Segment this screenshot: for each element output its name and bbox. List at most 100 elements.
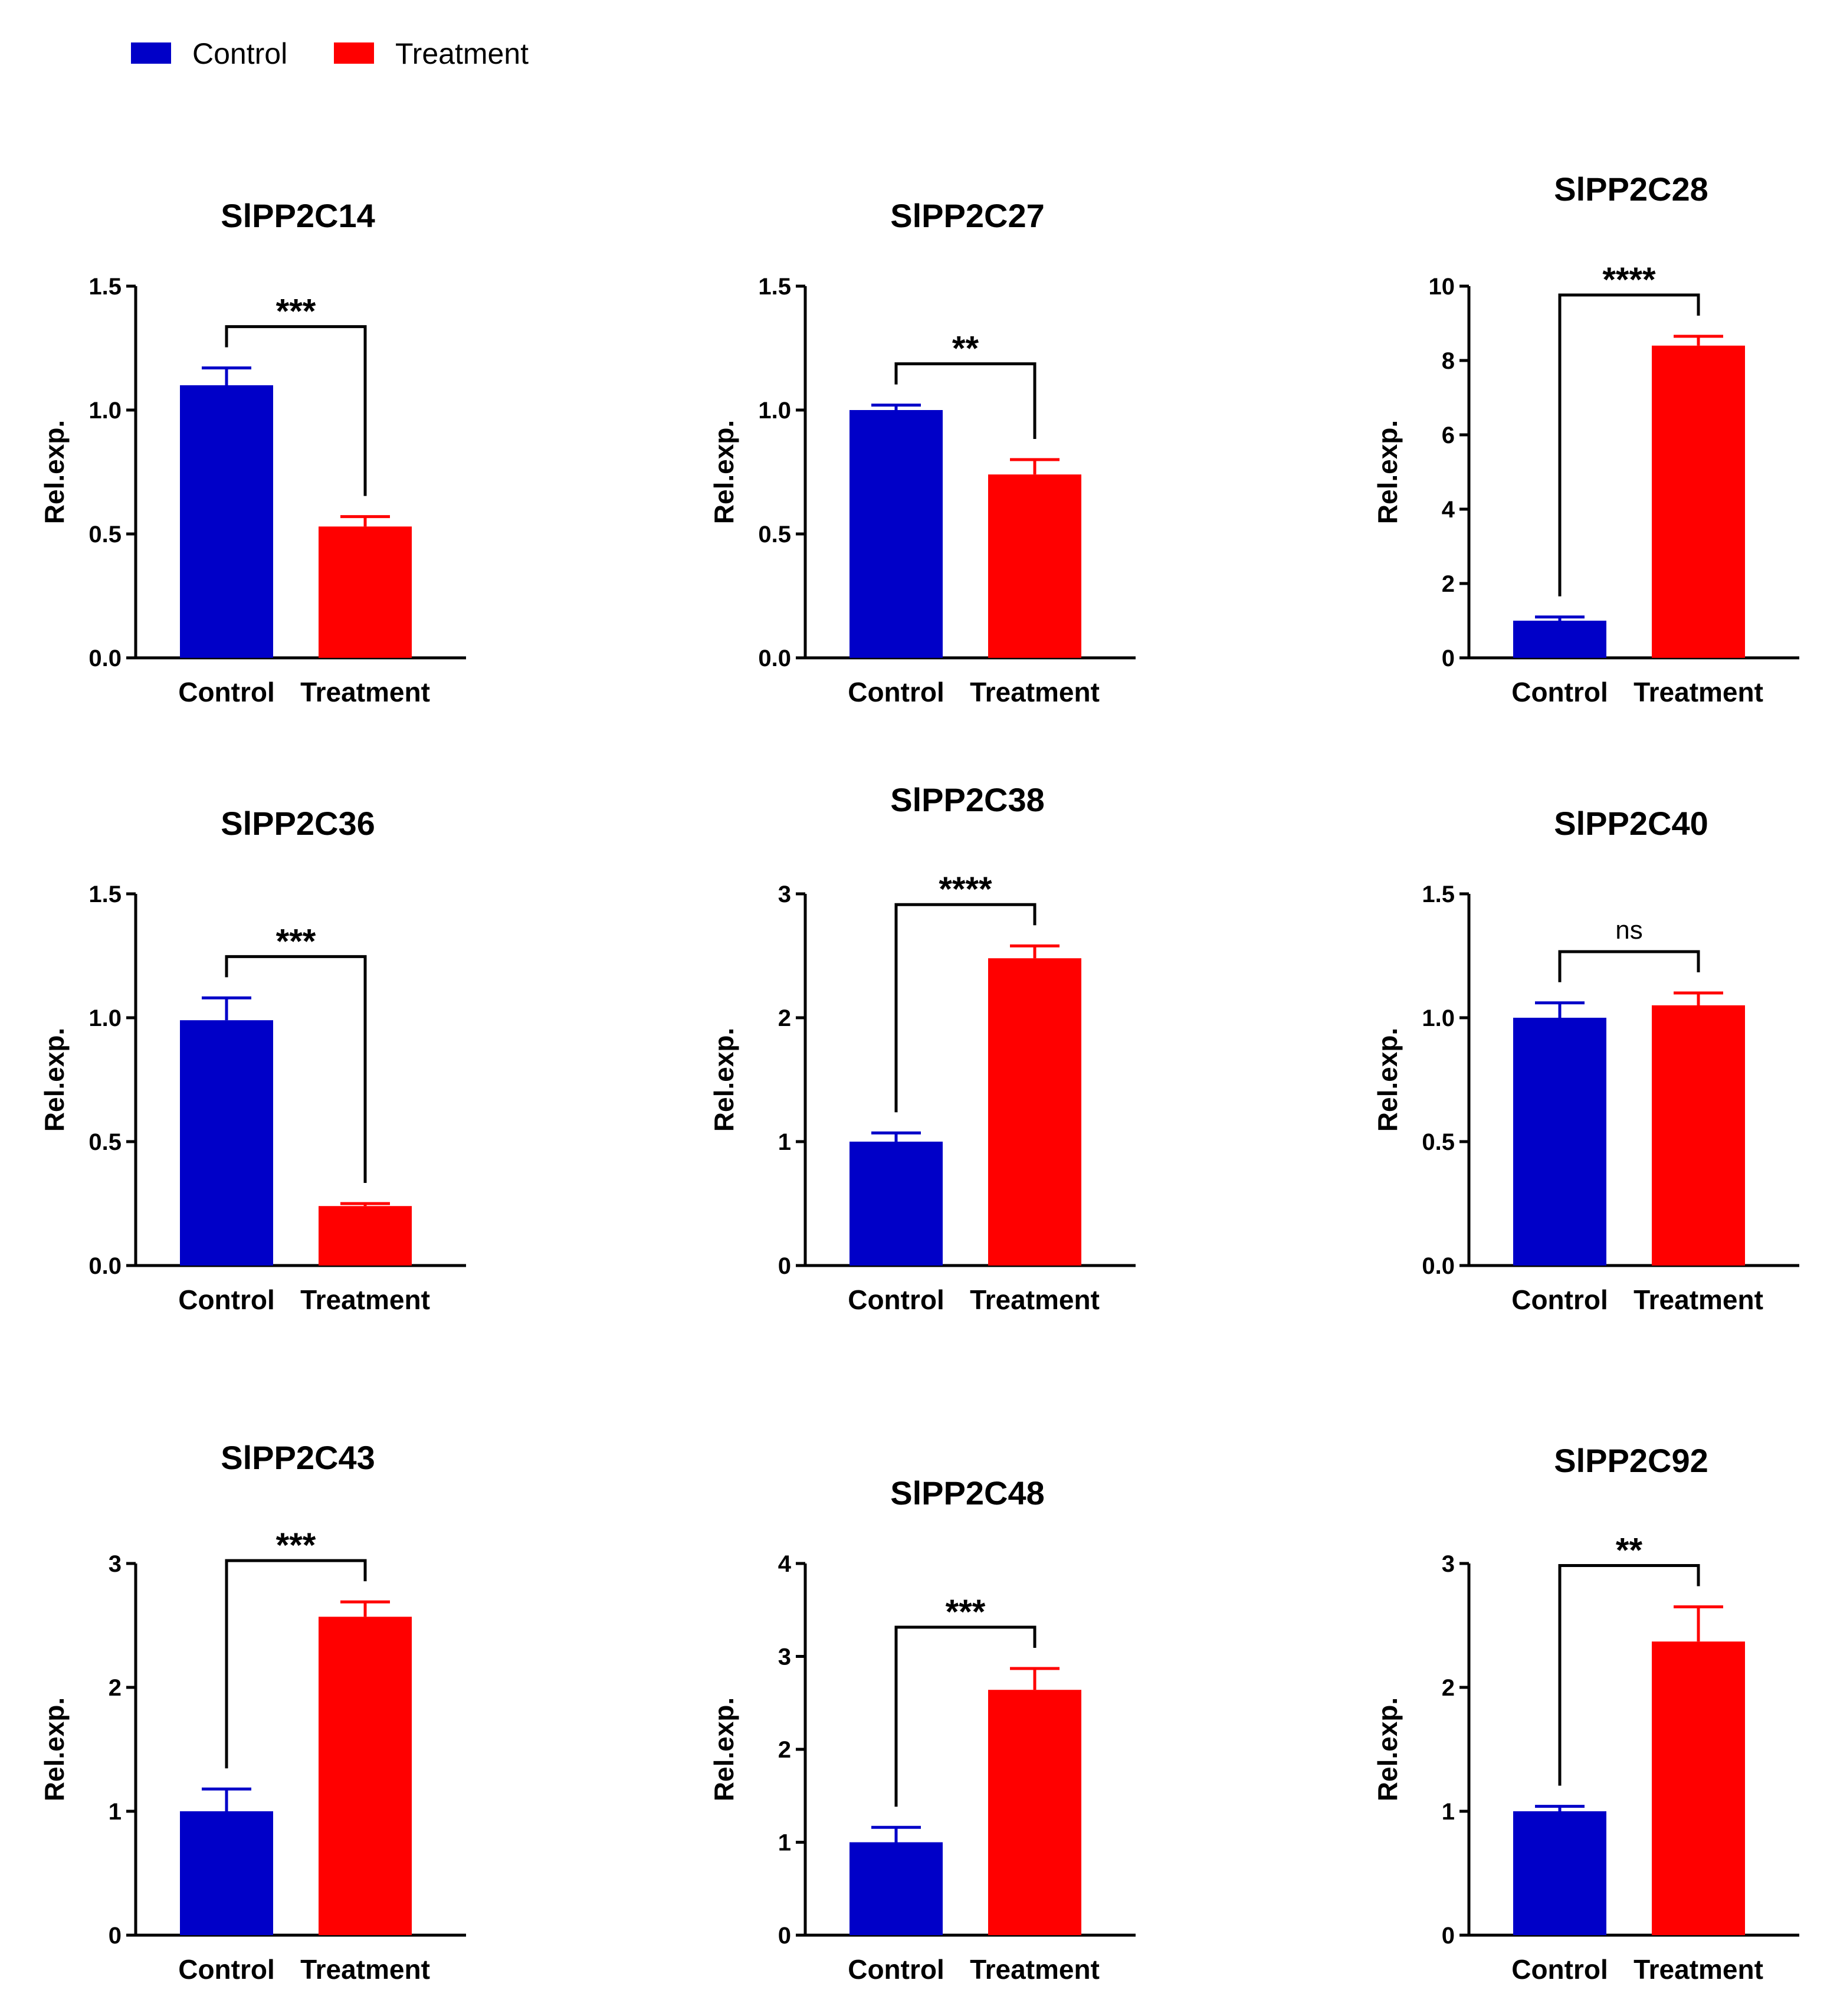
bar xyxy=(849,1842,943,1935)
x-category-label: Treatment xyxy=(970,1954,1100,1985)
y-tick-label: 0.5 xyxy=(88,522,122,548)
x-category-label: Treatment xyxy=(1634,1954,1763,1985)
bar xyxy=(849,410,943,658)
y-tick-label: 0.0 xyxy=(1422,1253,1455,1279)
y-tick-label: 2 xyxy=(1442,1675,1455,1701)
significance-label: *** xyxy=(276,922,316,961)
significance-bracket xyxy=(225,955,367,1183)
y-axis-label: Rel.exp. xyxy=(39,1028,70,1132)
chart-panel: SlPP2C92 0 1 2 3 Rel.exp. Control Treatment ** xyxy=(1372,1442,1799,1985)
y-tick-label: 0.5 xyxy=(758,522,791,548)
bar xyxy=(319,1206,412,1266)
y-tick-label: 2 xyxy=(1442,571,1455,597)
legend: Control Treatment xyxy=(131,37,529,70)
chart-title: SlPP2C28 xyxy=(1554,171,1708,208)
chart-panel: SlPP2C48 0 1 2 3 4 Rel.exp. Control Treatment *** xyxy=(709,1474,1136,1985)
significance-bracket xyxy=(225,1559,367,1769)
bar xyxy=(319,526,412,658)
y-tick-label: 0 xyxy=(1442,1923,1455,1949)
x-category-label: Treatment xyxy=(970,677,1100,707)
legend-label-treatment: Treatment xyxy=(395,37,529,70)
x-category-label: Treatment xyxy=(1634,677,1763,707)
bar xyxy=(1513,1811,1606,1935)
chart-title: SlPP2C92 xyxy=(1554,1442,1708,1479)
bar xyxy=(849,1142,943,1266)
x-category-label: Control xyxy=(178,1284,275,1315)
significance-label: *** xyxy=(946,1593,986,1631)
chart-title: SlPP2C38 xyxy=(890,781,1045,818)
significance-bracket xyxy=(1558,950,1700,982)
y-tick-label: 2 xyxy=(778,1737,791,1763)
chart-panel: SlPP2C38 0 1 2 3 Rel.exp. Control Treatment **** xyxy=(709,781,1136,1315)
significance-bracket xyxy=(894,362,1036,439)
x-category-label: Control xyxy=(178,677,275,707)
y-tick-label: 4 xyxy=(1442,497,1455,523)
legend-label-control: Control xyxy=(192,37,287,70)
chart-panel: SlPP2C36 0.0 0.5 1.0 1.5 Rel.exp. Control Treat… xyxy=(39,805,466,1315)
significance-label: **** xyxy=(939,870,992,909)
y-tick-label: 1 xyxy=(778,1830,791,1856)
chart-panel: SlPP2C27 0.0 0.5 1.0 1.5 Rel.exp. Control Treat… xyxy=(709,197,1136,707)
x-category-label: Treatment xyxy=(970,1284,1100,1315)
y-tick-label: 10 xyxy=(1429,274,1455,300)
bar xyxy=(1513,1018,1606,1266)
y-axis-label: Rel.exp. xyxy=(39,1697,70,1801)
significance-label: **** xyxy=(1602,261,1656,299)
y-axis-label: Rel.exp. xyxy=(709,1028,739,1132)
chart-title: SlPP2C27 xyxy=(890,197,1045,234)
bar xyxy=(180,1811,273,1935)
chart-panel: SlPP2C14 0.0 0.5 1.0 1.5 Rel.exp. Control Treat… xyxy=(39,197,466,707)
y-tick-label: 0.0 xyxy=(88,1253,122,1279)
y-tick-label: 1.5 xyxy=(88,881,122,907)
y-tick-label: 3 xyxy=(109,1551,122,1577)
y-tick-label: 0 xyxy=(778,1253,791,1279)
bar xyxy=(1652,345,1745,658)
y-tick-label: 0.0 xyxy=(88,645,122,671)
y-tick-label: 2 xyxy=(778,1005,791,1031)
y-tick-label: 6 xyxy=(1442,422,1455,448)
x-category-label: Control xyxy=(848,1954,944,1985)
y-axis-label: Rel.exp. xyxy=(709,1697,739,1801)
significance-label: ** xyxy=(1616,1532,1643,1570)
chart-title: SlPP2C14 xyxy=(221,197,375,234)
significance-label: ** xyxy=(952,330,979,368)
y-tick-label: 1.0 xyxy=(1422,1005,1455,1031)
x-category-label: Control xyxy=(1511,1284,1608,1315)
y-tick-label: 1.0 xyxy=(88,398,122,424)
x-category-label: Control xyxy=(1511,1954,1608,1985)
chart-title: SlPP2C36 xyxy=(221,805,375,842)
bar xyxy=(1513,621,1606,658)
chart-panel: SlPP2C28 0 2 4 6 8 10 Rel.exp. Control Treatment *… xyxy=(1372,171,1799,707)
x-category-label: Treatment xyxy=(300,677,430,707)
x-category-label: Control xyxy=(848,1284,944,1315)
y-axis-label: Rel.exp. xyxy=(1372,420,1403,524)
x-category-label: Control xyxy=(1511,677,1608,707)
y-tick-label: 0 xyxy=(1442,645,1455,671)
chart-title: SlPP2C40 xyxy=(1554,805,1708,842)
significance-bracket xyxy=(894,1625,1036,1807)
y-axis-label: Rel.exp. xyxy=(709,420,739,524)
y-tick-label: 1.0 xyxy=(88,1005,122,1031)
significance-bracket xyxy=(1558,293,1700,596)
y-tick-label: 0.5 xyxy=(88,1129,122,1155)
y-tick-label: 0.5 xyxy=(1422,1129,1455,1155)
y-tick-label: 0 xyxy=(778,1923,791,1949)
y-tick-label: 3 xyxy=(1442,1551,1455,1577)
y-axis-label: Rel.exp. xyxy=(1372,1697,1403,1801)
y-tick-label: 0 xyxy=(109,1923,122,1949)
legend-swatch-treatment xyxy=(334,42,374,64)
bar xyxy=(988,474,1081,658)
y-tick-label: 1 xyxy=(109,1799,122,1825)
y-tick-label: 1 xyxy=(778,1129,791,1155)
bar xyxy=(988,958,1081,1266)
significance-bracket xyxy=(225,325,367,496)
chart-title: SlPP2C43 xyxy=(221,1439,375,1476)
y-axis-label: Rel.exp. xyxy=(1372,1028,1403,1132)
bar xyxy=(180,1020,273,1266)
y-tick-label: 3 xyxy=(778,881,791,907)
y-tick-label: 1.5 xyxy=(1422,881,1455,907)
bar xyxy=(1652,1005,1745,1266)
y-tick-label: 1 xyxy=(1442,1799,1455,1825)
y-tick-label: 1.0 xyxy=(758,398,791,424)
x-category-label: Treatment xyxy=(1634,1284,1763,1315)
